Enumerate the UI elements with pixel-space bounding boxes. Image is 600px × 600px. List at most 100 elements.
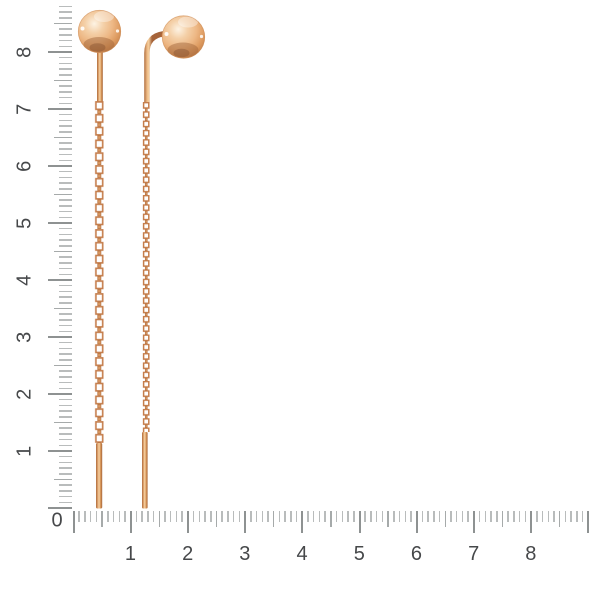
h-ruler-tick [375,511,378,522]
v-ruler-tick [48,222,72,224]
v-ruler-tick [59,370,72,372]
h-ruler-tick [267,511,269,522]
h-ruler-label-1: 1 [124,543,137,565]
ruler-corner-zero-label: 0 [51,509,63,532]
v-ruler-tick [59,233,72,236]
v-ruler-tick [48,450,72,452]
v-ruler-tick [59,68,72,70]
h-ruler-tick [347,511,349,522]
h-ruler-tick [175,511,178,522]
h-ruler-tick [221,511,223,522]
h-ruler-label-6: 6 [410,543,423,565]
v-ruler-tick [59,131,72,133]
h-ruler-tick [112,511,115,522]
v-ruler-tick [59,245,72,247]
h-ruler-tick [427,511,429,522]
v-ruler-tick [59,56,72,59]
v-ruler-tick [59,290,72,293]
v-ruler-tick [59,119,72,122]
h-ruler-tick [570,511,572,522]
h-ruler-tick [415,511,418,533]
h-ruler-tick [118,511,120,522]
h-ruler-tick [501,511,504,527]
v-ruler-tick [59,176,72,179]
earring-ball [161,15,206,59]
h-ruler-tick [381,511,384,522]
h-ruler-tick [255,511,258,522]
h-ruler-tick [238,511,241,522]
h-ruler-tick [186,511,189,533]
v-ruler-tick [59,433,72,435]
earring-threader-bar [142,432,148,509]
h-ruler-tick [444,511,447,527]
v-ruler-tick [59,404,72,407]
v-ruler-tick [59,45,72,48]
h-ruler-tick [129,511,132,533]
v-ruler-tick [59,267,72,270]
v-ruler-tick [59,347,72,350]
v-ruler-tick [59,473,72,475]
h-ruler-tick [158,511,161,527]
h-ruler-tick [393,511,395,522]
h-ruler-tick [78,511,80,522]
h-ruler-tick [341,511,344,522]
v-ruler-tick [54,193,72,196]
h-ruler-tick [164,511,166,522]
h-ruler-tick [330,511,332,527]
h-ruler-tick [541,511,544,522]
h-ruler-tick [553,511,555,522]
h-ruler-label-7: 7 [468,543,480,565]
h-ruler-label-2: 2 [182,543,194,565]
v-ruler-tick [59,284,72,287]
v-ruler-tick [54,22,72,25]
h-ruler-tick [141,511,143,522]
h-ruler-tick [135,511,138,522]
h-ruler-tick [244,511,247,533]
h-ruler-tick [84,511,86,522]
h-ruler-tick [370,511,372,522]
h-ruler-tick [290,511,292,522]
h-ruler-label-4: 4 [296,543,309,565]
h-ruler-tick [147,511,149,522]
h-ruler-tick [433,511,435,522]
h-ruler-tick [530,511,533,533]
v-ruler-tick [54,364,72,367]
v-ruler-tick [48,279,72,281]
h-ruler-tick [472,511,475,533]
v-ruler-tick [59,359,72,361]
v-ruler-tick [54,478,72,481]
h-ruler-tick [524,511,527,522]
v-ruler-tick [59,188,72,190]
v-ruler-tick [59,39,72,42]
v-ruler-tick [59,34,72,36]
v-ruler-tick [59,153,72,156]
h-ruler-tick [198,511,201,522]
h-ruler-tick [421,511,424,522]
v-ruler-tick [59,91,72,93]
h-ruler-tick [353,511,355,522]
h-ruler-tick [513,511,515,522]
h-ruler-tick [455,511,458,522]
v-ruler-tick [59,484,72,486]
v-ruler-tick [59,296,72,298]
v-ruler-tick [59,319,72,321]
v-ruler-tick [59,416,72,418]
h-ruler-tick [95,511,98,522]
v-ruler-tick [59,11,72,13]
v-ruler-tick [54,250,72,253]
earring-chain [94,101,104,443]
v-ruler-tick [59,17,72,19]
h-ruler-tick [507,511,509,522]
v-ruler-tick [59,410,72,412]
h-ruler-tick [307,511,309,522]
h-ruler-tick [261,511,263,522]
v-ruler-tick [59,142,72,144]
h-ruler-tick [295,511,298,522]
v-ruler-tick [59,438,72,441]
v-ruler-tick [59,490,72,492]
h-ruler-tick [72,511,75,533]
h-ruler-label-5: 5 [353,543,366,565]
v-ruler-tick [54,307,72,310]
